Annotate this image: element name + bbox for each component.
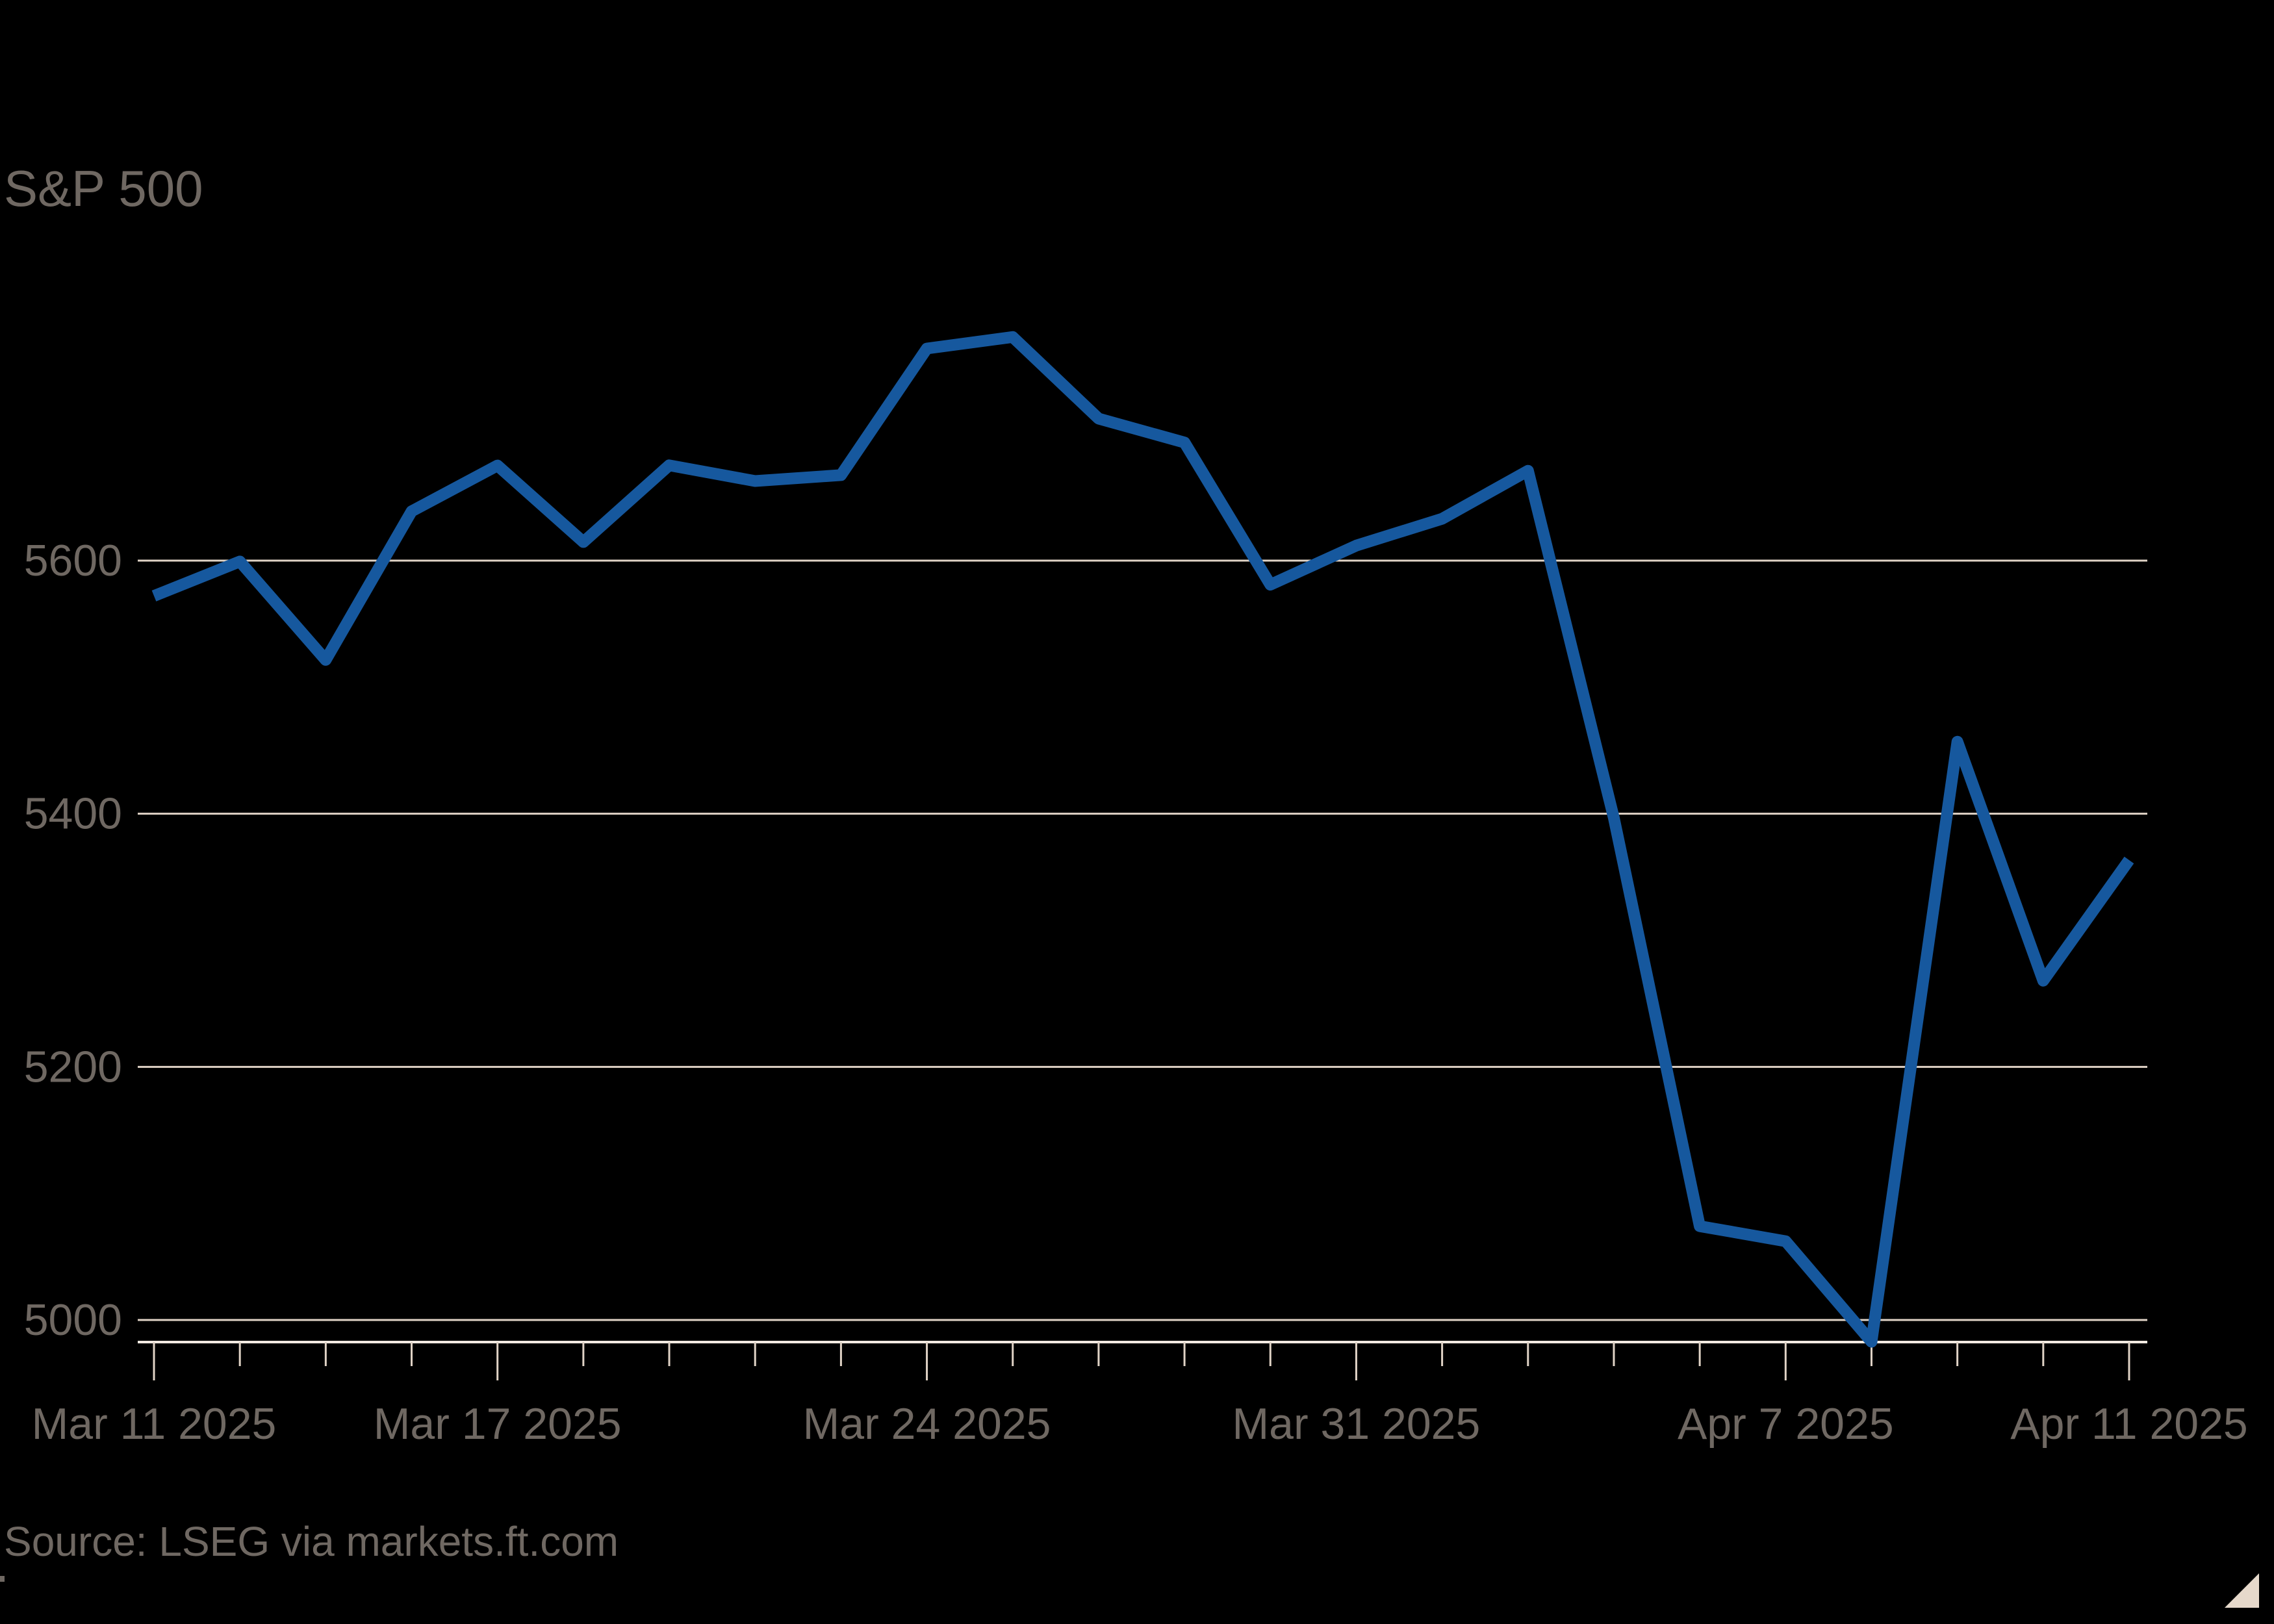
x-axis-label: Mar 11 2025 — [32, 1399, 277, 1449]
x-axis-label: Mar 24 2025 — [803, 1399, 1051, 1449]
x-axis-label: Apr 7 2025 — [1678, 1399, 1894, 1449]
x-axis-label: Apr 11 2025 — [2010, 1399, 2247, 1449]
y-axis-label: 5000 — [24, 1295, 122, 1345]
ft-corner-triangle-icon — [2225, 1573, 2259, 1608]
y-axis-label: 5200 — [24, 1042, 122, 1091]
price-line — [151, 331, 2134, 1348]
y-axis-label: 5400 — [24, 789, 122, 839]
y-axis-label: 5600 — [24, 536, 122, 585]
x-axis-label: Mar 31 2025 — [1233, 1399, 1481, 1449]
edge-artifact — [0, 1576, 5, 1582]
chart-title: S&P 500 — [4, 160, 203, 217]
x-axis-label: Mar 17 2025 — [374, 1399, 622, 1449]
source-label: Source: LSEG via markets.ft.com — [4, 1518, 619, 1565]
